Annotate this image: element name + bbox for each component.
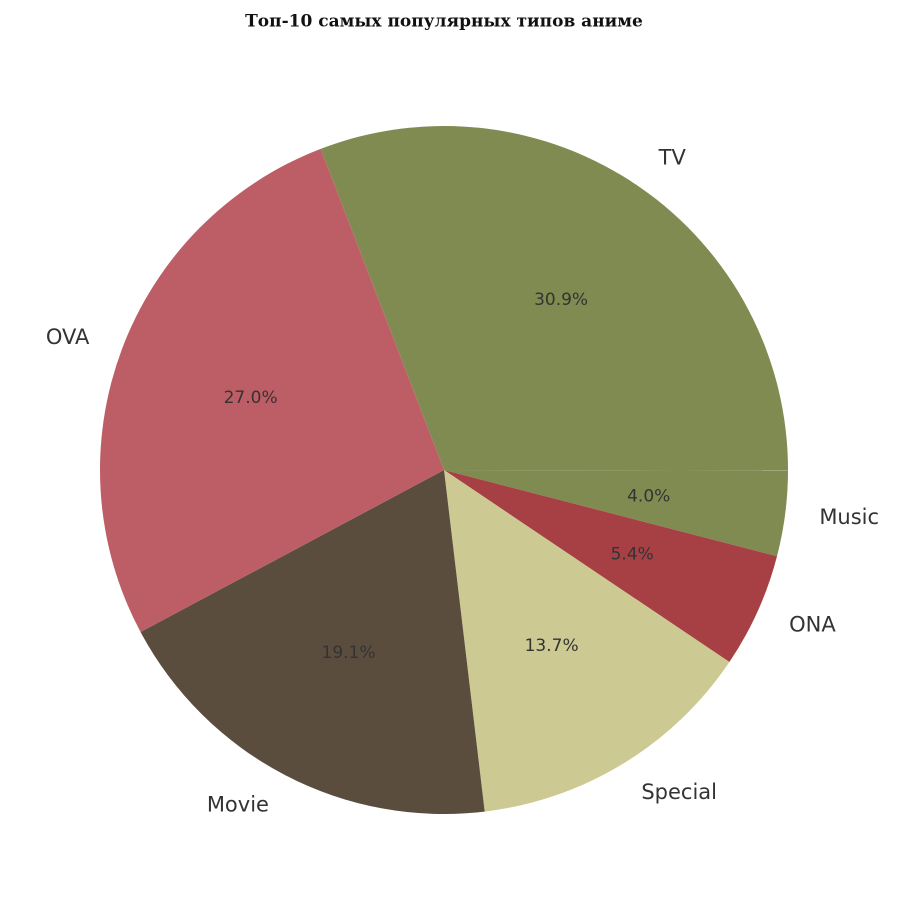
slice-label: Movie	[207, 792, 269, 816]
pie-slice	[320, 126, 789, 471]
value-label: 5.4%	[611, 545, 654, 565]
value-label: 19.1%	[322, 643, 376, 663]
pie-slice	[444, 470, 778, 663]
pie-slice	[444, 470, 788, 557]
value-label: 4.0%	[627, 486, 670, 506]
slice-label: Special	[641, 780, 717, 804]
value-label: 13.7%	[525, 636, 579, 656]
value-label: 30.9%	[534, 290, 588, 310]
slice-label: Music	[819, 505, 879, 529]
pie-slice	[444, 470, 730, 812]
chart-title: Топ-10 самых популярных типов аниме	[245, 12, 643, 32]
pie-slice	[99, 148, 444, 633]
value-label: 27.0%	[224, 388, 278, 408]
slice-label: TV	[658, 145, 687, 169]
pie-slice	[140, 470, 485, 814]
slice-label: OVA	[46, 325, 90, 349]
slice-label: ONA	[789, 612, 836, 636]
